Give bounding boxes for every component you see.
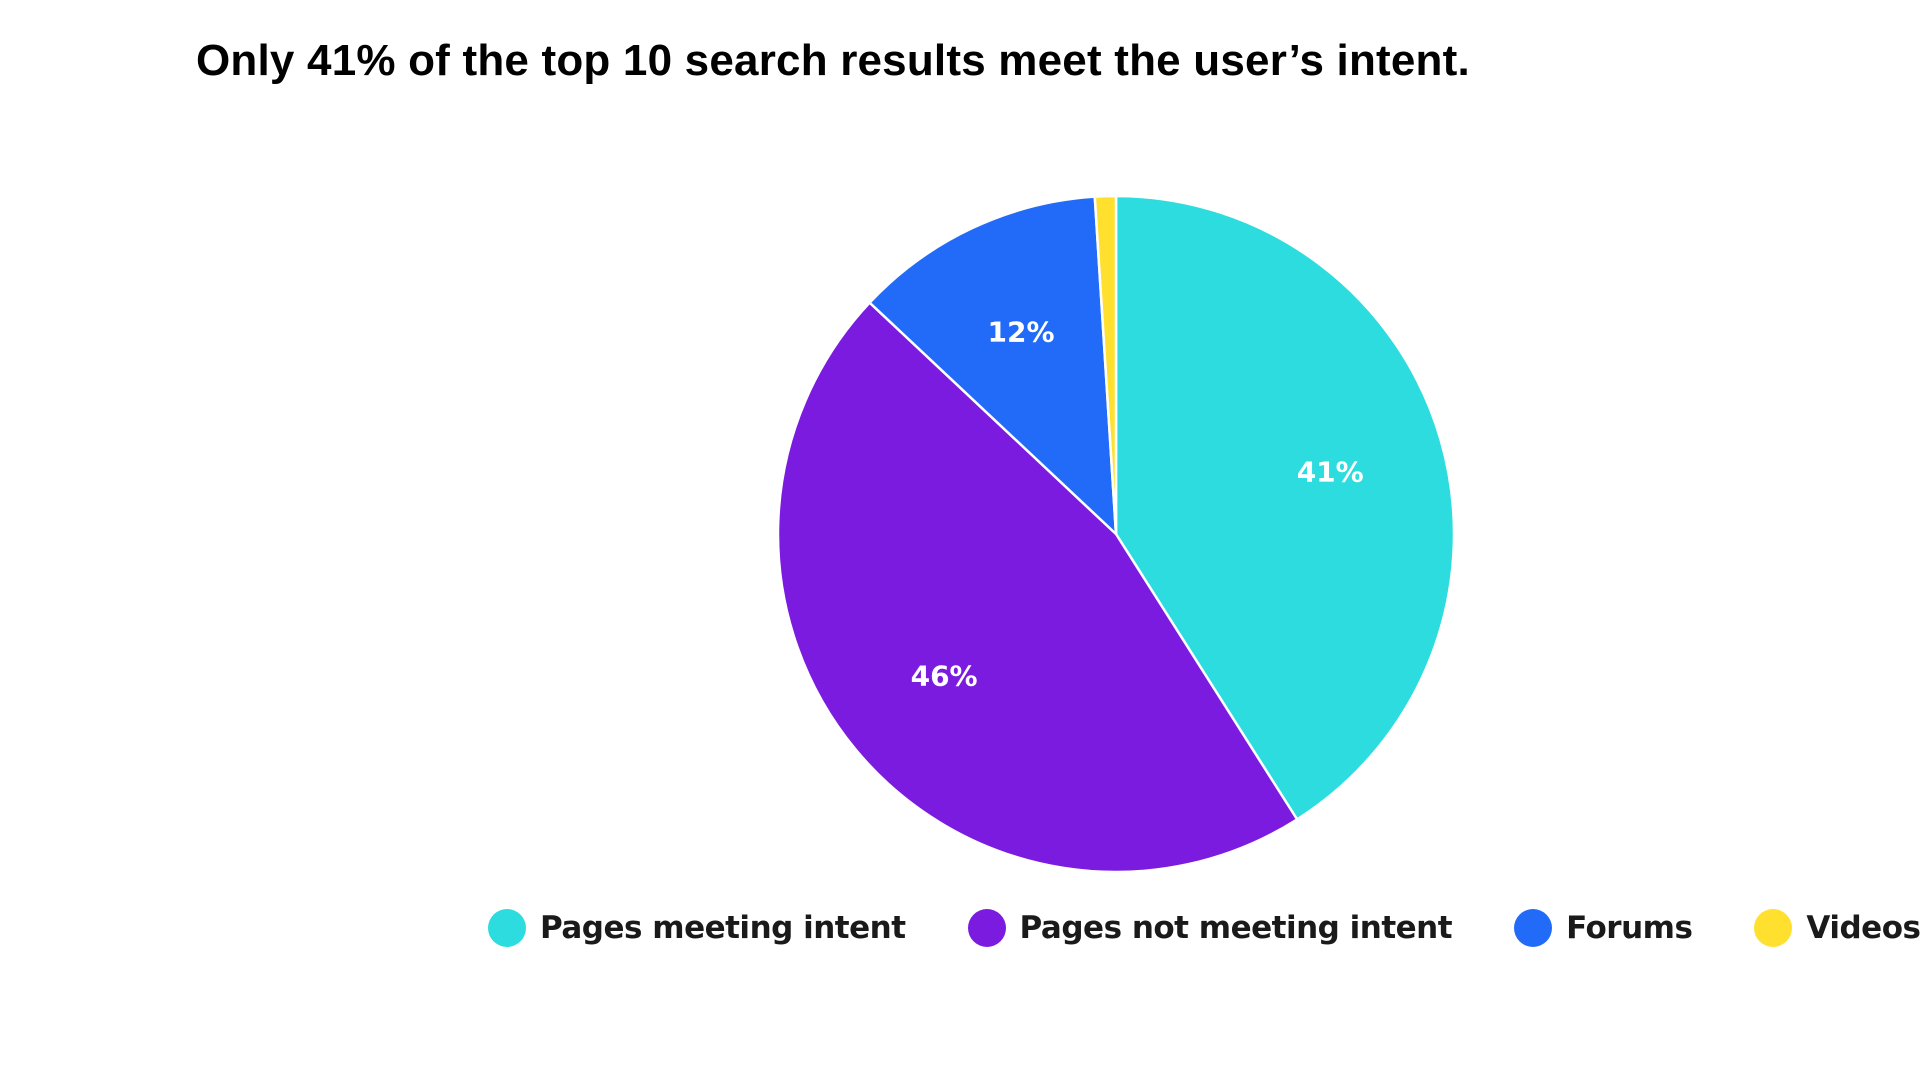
pie-chart: 41% 46% 12%: [776, 194, 1456, 874]
legend-swatch-forums: [1514, 909, 1553, 947]
pie-labels: 41% 46% 12%: [911, 316, 1364, 693]
legend-item-forums: Forums: [1514, 909, 1693, 947]
pie-slice-pages-meeting-intent: [1114, 194, 1456, 821]
pie-slices: [776, 194, 1456, 874]
pie-slice-forums: [868, 195, 1118, 536]
legend-item-pages-meeting-intent: Pages meeting intent: [488, 909, 906, 947]
slice-label-forums: 12%: [988, 316, 1055, 349]
slice-label-pages-not-meeting-intent: 46%: [911, 660, 978, 693]
legend-label: Forums: [1566, 910, 1693, 946]
pie-slice-videos: [1093, 194, 1118, 536]
chart-title: Only 41% of the top 10 search results me…: [196, 36, 1470, 85]
legend-swatch-videos: [1754, 909, 1793, 947]
legend-label: Pages meeting intent: [540, 910, 906, 946]
pie-slice-pages-not-meeting-intent: [776, 301, 1299, 874]
legend-item-videos: Videos: [1754, 909, 1920, 947]
slice-label-pages-meeting-intent: 41%: [1297, 455, 1364, 488]
legend-item-pages-not-meeting-intent: Pages not meeting intent: [967, 909, 1453, 947]
legend-label: Videos: [1806, 910, 1920, 946]
legend-label: Pages not meeting intent: [1019, 910, 1453, 946]
legend: Pages meeting intent Pages not meeting i…: [488, 903, 1920, 953]
legend-swatch-pages-meeting-intent: [488, 909, 526, 947]
legend-swatch-pages-not-meeting-intent: [967, 909, 1006, 947]
